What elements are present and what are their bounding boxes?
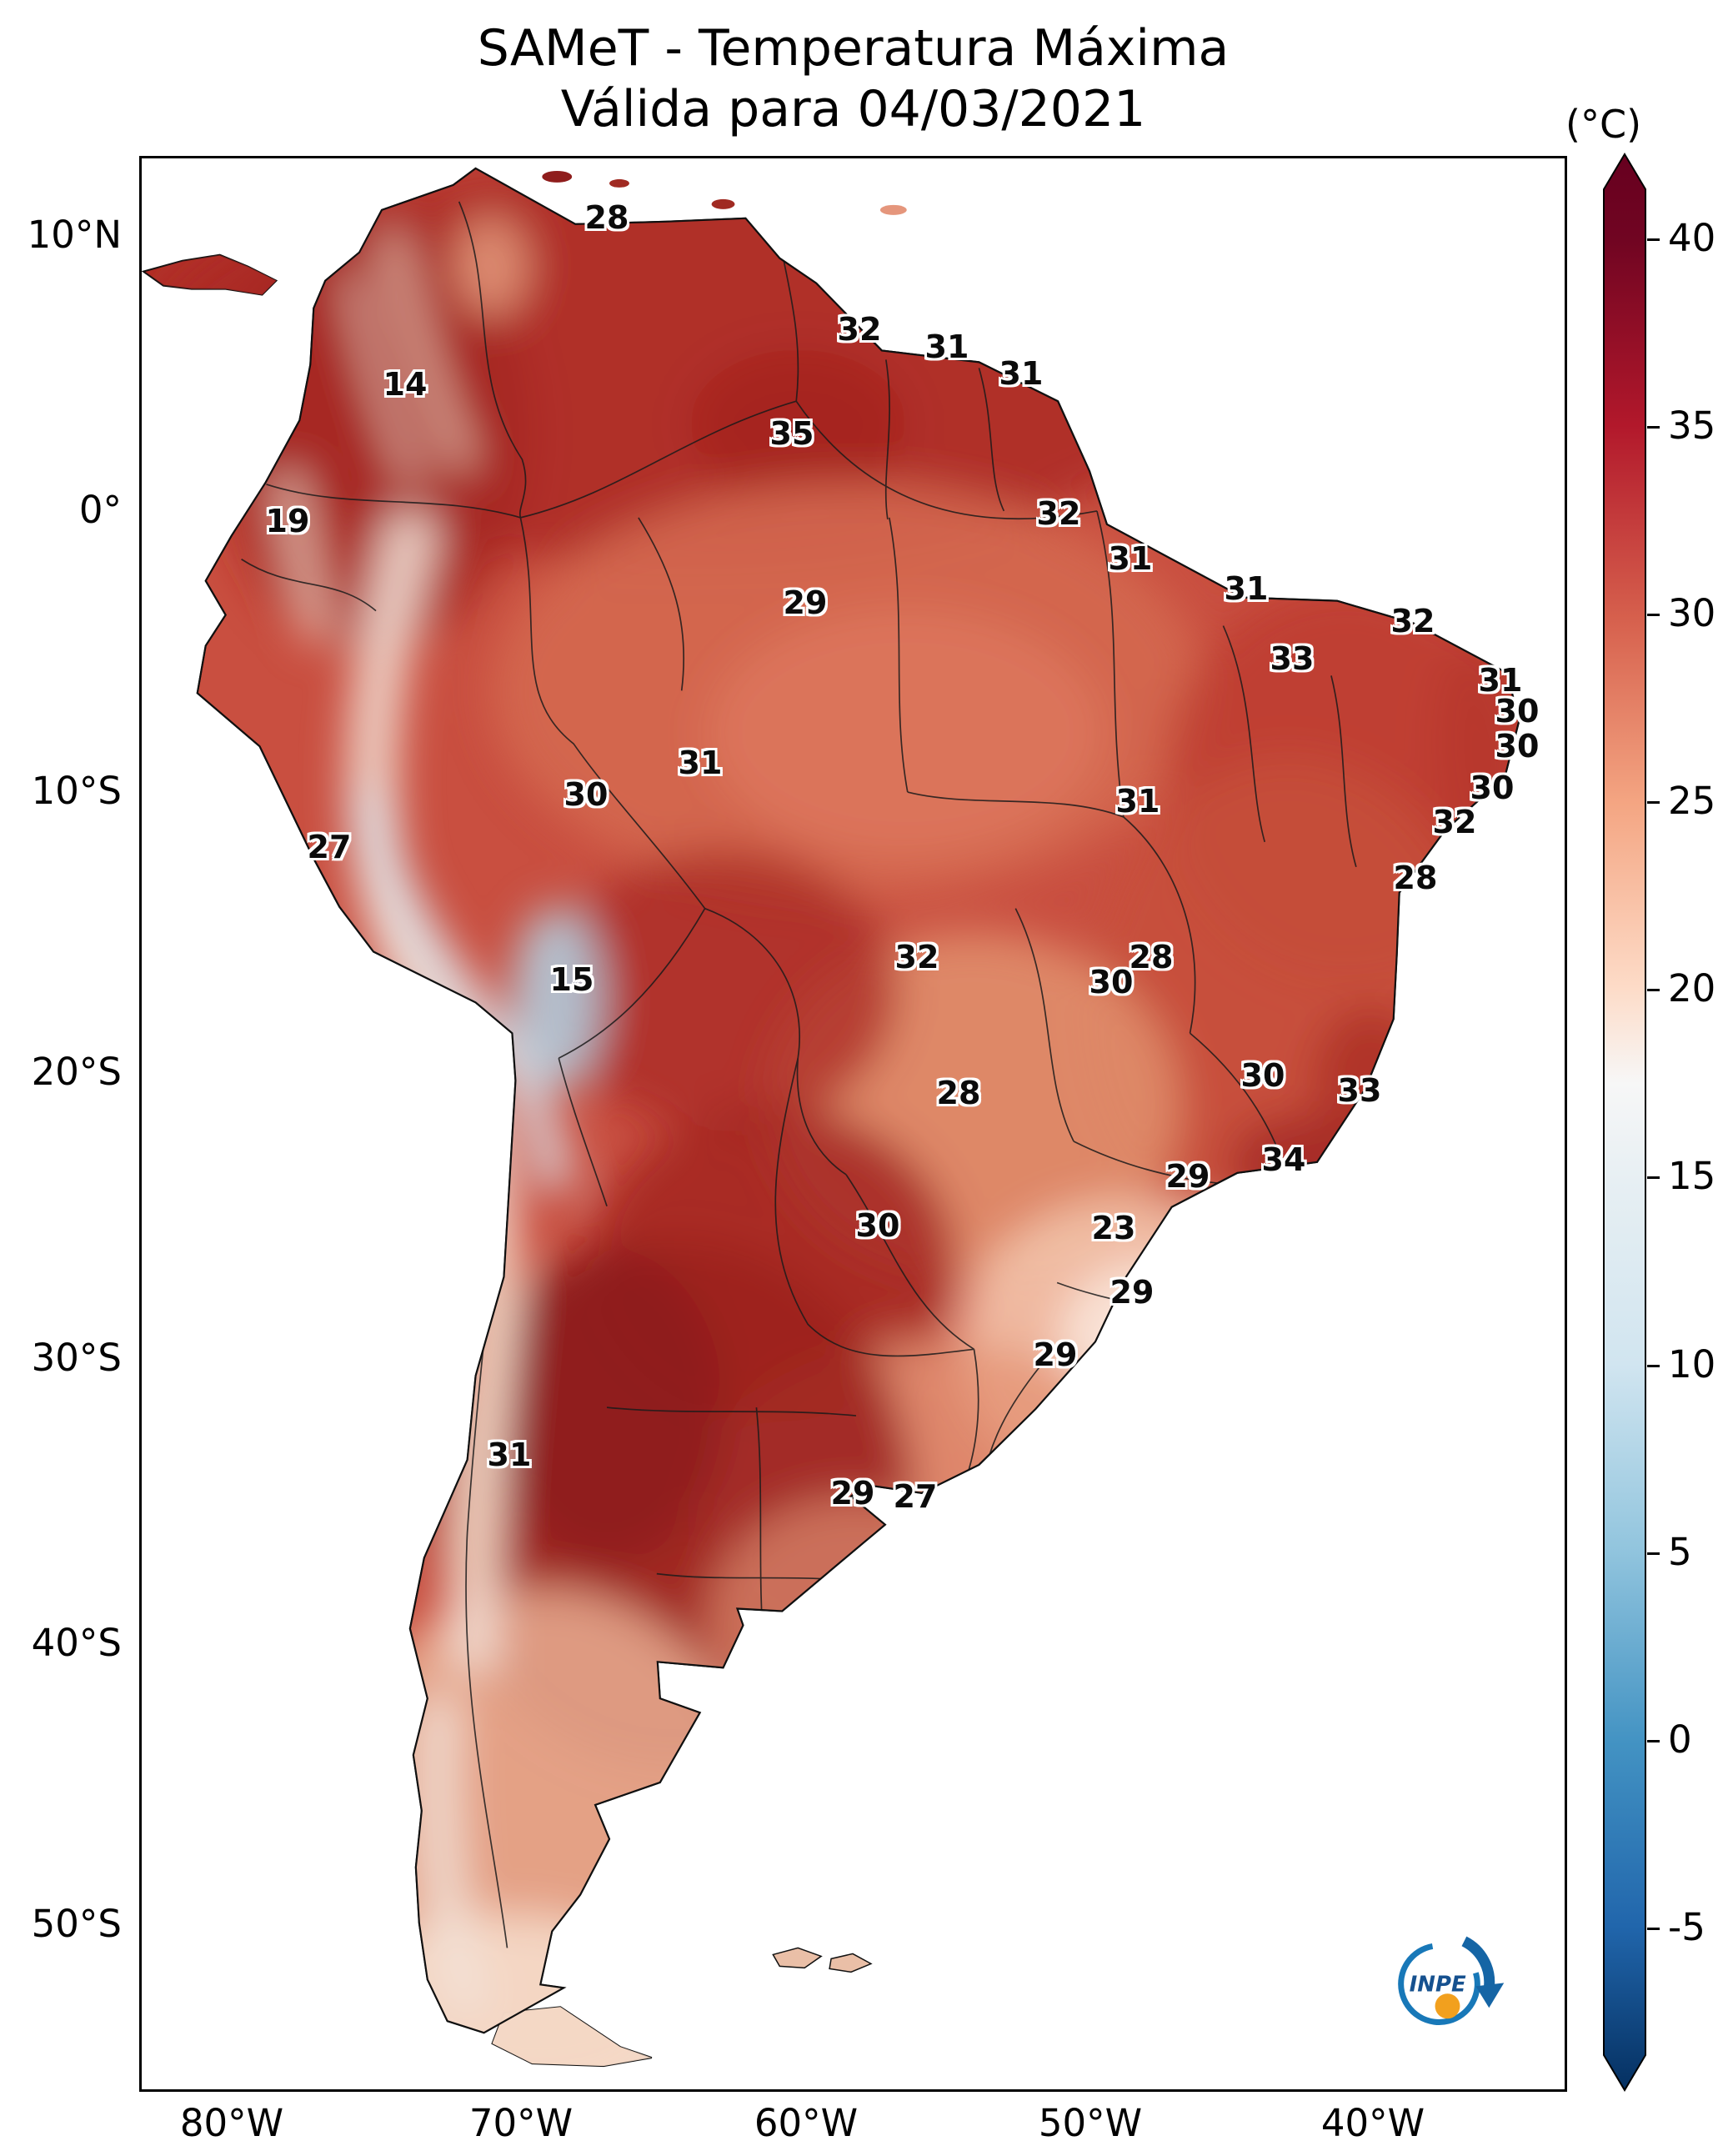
colorbar-tick-label: 20 bbox=[1668, 966, 1716, 1010]
colorbar-tick-label: 5 bbox=[1668, 1530, 1692, 1574]
lon-tick-label: 80°W bbox=[179, 2101, 284, 2145]
lat-tick-label: 10°N bbox=[27, 213, 122, 257]
inpe-logo-text: INPE bbox=[1410, 1972, 1466, 1997]
colorbar-tick-mark bbox=[1647, 426, 1660, 429]
title-line1: SAMeT - Temperatura Máxima bbox=[477, 19, 1230, 78]
temp-value-label: 30 bbox=[1495, 693, 1540, 730]
temp-value-label: 28 bbox=[1393, 860, 1438, 896]
colorbar-tick-label: 0 bbox=[1668, 1717, 1692, 1762]
temperature-field bbox=[143, 168, 1520, 2067]
colorbar-tick-mark bbox=[1647, 1928, 1660, 1930]
lat-tick-label: 0° bbox=[78, 488, 122, 532]
temp-value-label: 23 bbox=[1091, 1210, 1136, 1246]
temp-value-label: 31 bbox=[1478, 662, 1523, 699]
temp-value-label: 29 bbox=[1165, 1158, 1210, 1195]
colorbar-tick-label: 40 bbox=[1668, 216, 1716, 260]
temp-value-label: 27 bbox=[307, 829, 352, 865]
colorbar-tick-label: 35 bbox=[1668, 404, 1716, 448]
temp-value-label: 31 bbox=[487, 1436, 532, 1473]
colorbar-tick-mark bbox=[1647, 989, 1660, 991]
colorbar-tick-label: -5 bbox=[1668, 1905, 1705, 1949]
inpe-orange-dot-icon bbox=[1435, 1993, 1460, 2019]
colorbar-gradient bbox=[1603, 153, 1646, 2092]
temp-value-label: 35 bbox=[769, 415, 814, 452]
coastline bbox=[196, 167, 1520, 2034]
temp-value-label: 31 bbox=[1108, 540, 1153, 577]
colorbar: 40 35 30 25 20 15 10 5 0 -5 bbox=[1603, 153, 1723, 2092]
lon-tick-label: 40°W bbox=[1320, 2101, 1425, 2145]
temp-value-label: 29 bbox=[1109, 1274, 1155, 1311]
temp-value-label: 15 bbox=[549, 961, 594, 998]
temp-value-label: 28 bbox=[936, 1075, 981, 1111]
inpe-arrow-icon bbox=[1461, 1936, 1495, 1989]
lat-tick-label: 50°S bbox=[31, 1902, 122, 1946]
temp-value-label: 30 bbox=[855, 1207, 900, 1244]
lat-tick-label: 40°S bbox=[31, 1621, 122, 1665]
colorbar-tick-label: 15 bbox=[1668, 1154, 1716, 1198]
temp-value-label: 29 bbox=[783, 584, 828, 621]
lon-tick-label: 70°W bbox=[468, 2101, 573, 2145]
temp-value-label: 14 bbox=[383, 366, 428, 403]
colorbar-tick-mark bbox=[1647, 1740, 1660, 1742]
colorbar-unit-label: (°C) bbox=[1565, 102, 1642, 147]
temp-value-label: 30 bbox=[1240, 1057, 1285, 1094]
temp-value-label: 32 bbox=[1432, 804, 1477, 840]
lon-tick-label: 60°W bbox=[754, 2101, 859, 2145]
colorbar-tick-label: 30 bbox=[1668, 591, 1716, 635]
temp-value-label: 27 bbox=[893, 1478, 938, 1515]
temp-value-label: 31 bbox=[678, 745, 723, 781]
temp-value-label: 30 bbox=[1089, 964, 1134, 1000]
lat-tick-label: 20°S bbox=[31, 1050, 122, 1094]
colorbar-tick-mark bbox=[1647, 614, 1660, 616]
colorbar-tick-label: 10 bbox=[1668, 1342, 1716, 1386]
south-america-map: INPE bbox=[142, 167, 1520, 2068]
lat-tick-label: 30°S bbox=[31, 1336, 122, 1380]
temp-value-label: 19 bbox=[265, 503, 310, 539]
inpe-swirl-icon bbox=[1398, 1943, 1480, 2025]
falkland-islands bbox=[772, 1947, 873, 1973]
temp-value-label: 28 bbox=[584, 199, 629, 236]
lat-tick-label: 10°S bbox=[31, 769, 122, 813]
temp-value-label: 31 bbox=[1224, 570, 1269, 607]
temp-value-label: 30 bbox=[563, 776, 609, 813]
temp-value-label: 29 bbox=[1033, 1336, 1078, 1373]
lon-tick-label: 50°W bbox=[1038, 2101, 1143, 2145]
colorbar-tick-mark bbox=[1647, 1176, 1660, 1179]
temp-value-label: 32 bbox=[837, 311, 882, 348]
inpe-arrowhead-icon bbox=[1475, 1983, 1505, 2008]
colorbar-tick-mark bbox=[1647, 1552, 1660, 1555]
temp-value-label: 31 bbox=[999, 355, 1044, 392]
temp-value-label: 33 bbox=[1270, 640, 1315, 677]
temp-value-label: 32 bbox=[1036, 495, 1081, 532]
title-line2: Válida para 04/03/2021 bbox=[560, 80, 1146, 139]
map-plot-area: INPE 28 32 31 31 14 35 19 32 31 31 32 33 29 31 30 30 31 3… bbox=[139, 156, 1567, 2092]
colorbar-tick-mark bbox=[1647, 1365, 1660, 1367]
temp-value-label: 28 bbox=[1129, 939, 1174, 975]
temp-value-label: 30 bbox=[1470, 770, 1515, 806]
temp-value-label: 31 bbox=[1115, 783, 1160, 820]
inpe-logo: INPE bbox=[1398, 1936, 1505, 2025]
temp-value-label: 30 bbox=[1495, 728, 1540, 765]
colorbar-tick-mark bbox=[1647, 801, 1660, 804]
temp-value-label: 31 bbox=[924, 328, 969, 365]
temp-value-label: 33 bbox=[1337, 1072, 1382, 1109]
caribbean-islands bbox=[542, 170, 907, 215]
figure-title: SAMeT - Temperatura Máxima Válida para 0… bbox=[139, 18, 1567, 140]
colorbar-tick-label: 25 bbox=[1668, 779, 1716, 823]
temp-value-label: 32 bbox=[1390, 603, 1435, 639]
temp-value-label: 29 bbox=[830, 1475, 875, 1512]
temp-value-label: 34 bbox=[1261, 1141, 1306, 1178]
temp-value-label: 32 bbox=[894, 939, 939, 975]
colorbar-tick-mark bbox=[1647, 238, 1660, 241]
